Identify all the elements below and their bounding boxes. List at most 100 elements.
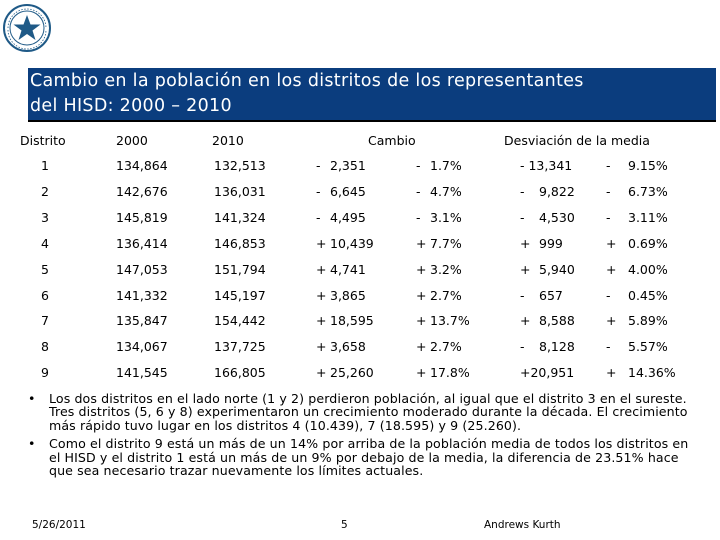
list-item: • Los dos distritos en el lado norte (1 … — [28, 392, 700, 432]
cell-2000: 135,847 — [116, 313, 168, 329]
cell-cambio: 18,595 — [330, 313, 374, 329]
cell-cambio-pct-sign: + — [416, 261, 427, 277]
footer-firm: Andrews Kurth — [484, 519, 561, 531]
cell-2010: 145,197 — [214, 287, 266, 303]
cell-desviacion-pct-sign: + — [606, 313, 617, 329]
header-distrito: Distrito — [20, 133, 66, 148]
cell-2010: 154,442 — [214, 313, 266, 329]
cell-2010: 151,794 — [214, 261, 266, 277]
cell-cambio-sign: + — [316, 261, 327, 277]
cell-cambio-sign: - — [316, 209, 321, 225]
cell-2000: 136,414 — [116, 235, 168, 251]
cell-2010: 137,725 — [214, 339, 266, 355]
cell-desviacion-pct-sign: + — [606, 235, 617, 251]
cell-cambio-pct: 3.1% — [430, 209, 462, 225]
cell-cambio-pct-sign: + — [416, 235, 427, 251]
cell-desviacion-sign: + — [520, 313, 531, 329]
cell-desviacion-pct-sign: + — [606, 365, 617, 381]
cell-cambio-sign: - — [316, 158, 321, 173]
cell-desviacion-pct: 0.45% — [628, 287, 668, 303]
cell-2000: 134,864 — [116, 158, 168, 173]
header-2000: 2000 — [116, 133, 148, 148]
header-desviacion: Desviación de la media — [504, 133, 650, 148]
table-row: 7 135,847 154,442 +18,595 +13.7% +8,588 +5.89% — [0, 313, 720, 333]
cell-desviacion-sign: +20,951 — [520, 365, 575, 381]
cell-cambio-pct-sign: + — [416, 365, 427, 381]
header-2010: 2010 — [212, 133, 244, 148]
header-cambio: Cambio — [368, 133, 416, 148]
cell-desviacion-sign: - — [520, 209, 525, 225]
cell-distrito: 3 — [41, 209, 49, 225]
footer-date: 5/26/2011 — [32, 519, 86, 531]
table-row: 3 145,819 141,324-4,495-3.1% -4,530-3.11% — [0, 210, 720, 230]
cell-distrito: 6 — [41, 287, 49, 303]
cell-cambio: 4,495 — [330, 209, 366, 225]
cell-2000: 142,676 — [116, 183, 168, 199]
cell-desviacion-pct: 14.36% — [628, 365, 676, 381]
cell-cambio-pct: 7.7% — [430, 235, 462, 251]
slide-title-line-2: del HISD: 2000 – 2010 — [30, 96, 232, 116]
cell-cambio-pct: 2.7% — [430, 339, 462, 355]
cell-cambio-pct: 1.7% — [430, 158, 462, 173]
list-item: • Como el distrito 9 está un más de un 1… — [28, 437, 700, 477]
cell-cambio-sign: + — [316, 339, 327, 355]
notes-list: • Los dos distritos en el lado norte (1 … — [28, 392, 700, 482]
cell-cambio-pct-sign: + — [416, 287, 427, 303]
cell-desviacion: 657 — [539, 287, 563, 303]
cell-cambio-pct: 3.2% — [430, 261, 462, 277]
cell-desviacion: 999 — [539, 235, 563, 251]
note-text: Como el distrito 9 está un más de un 14%… — [49, 436, 689, 479]
table-row: 6 141,332 145,197 +3,865 +2.7% -657-0.45% — [0, 288, 720, 308]
cell-desviacion-pct: 3.11% — [628, 209, 668, 225]
cell-distrito: 8 — [41, 339, 49, 355]
cell-distrito: 9 — [41, 365, 49, 381]
cell-2010: 146,853 — [214, 235, 266, 251]
cell-2000: 141,332 — [116, 287, 168, 303]
cell-cambio: 25,260 — [330, 365, 374, 381]
table-row: 5 147,053 151,794 +4,741 +3.2% +5,940 +4.00% — [0, 262, 720, 282]
cell-desviacion-pct: 0.69% — [628, 235, 668, 251]
table-row: 8 134,067 137,725 +3,658 +2.7% -8,128-5.57% — [0, 339, 720, 359]
cell-desviacion-sign: - — [520, 339, 525, 355]
bullet-icon: • — [28, 436, 36, 452]
cell-desviacion-pct-sign: - — [606, 287, 611, 303]
cell-cambio: 3,865 — [330, 287, 366, 303]
cell-2000: 145,819 — [116, 209, 168, 225]
cell-cambio: 6,645 — [330, 183, 366, 199]
cell-desviacion: 9,822 — [539, 183, 575, 199]
cell-distrito: 7 — [41, 313, 49, 329]
cell-desviacion-pct-sign: - — [606, 183, 611, 199]
table-row: 1 134,864 132,513-2,351-1.7% - 13,341-9.15% — [0, 158, 720, 178]
cell-cambio-pct: 2.7% — [430, 287, 462, 303]
table-row: 4 136,414 146,853 +10,439 +7.7% +999 +0.69% — [0, 236, 720, 256]
cell-desviacion-pct: 5.89% — [628, 313, 668, 329]
cell-desviacion-pct-sign: - — [606, 158, 611, 173]
cell-cambio: 4,741 — [330, 261, 366, 277]
cell-cambio-pct: 13.7% — [430, 313, 470, 329]
cell-2000: 147,053 — [116, 261, 168, 277]
cell-desviacion-sign: + — [520, 261, 531, 277]
cell-2000: 134,067 — [116, 339, 168, 355]
footer-page-number: 5 — [341, 519, 348, 531]
cell-desviacion-pct-sign: - — [606, 209, 611, 225]
cell-desviacion-sign: - 13,341 — [520, 158, 573, 173]
cell-cambio-sign: + — [316, 287, 327, 303]
cell-cambio-pct-sign: + — [416, 339, 427, 355]
cell-cambio-sign: + — [316, 313, 327, 329]
cell-distrito: 5 — [41, 261, 49, 277]
table-row: 9 141,545 166,805 +25,260 +17.8% +20,951 +14.3… — [0, 365, 720, 385]
cell-cambio-sign: + — [316, 235, 327, 251]
cell-desviacion-sign: - — [520, 183, 525, 199]
cell-cambio: 2,351 — [330, 158, 366, 173]
cell-cambio: 3,658 — [330, 339, 366, 355]
cell-2000: 141,545 — [116, 365, 168, 381]
table-row: 2 142,676 136,031-6,645-4.7% -9,822-6.73% — [0, 184, 720, 204]
cell-desviacion-pct: 5.57% — [628, 339, 668, 355]
cell-desviacion-pct-sign: - — [606, 339, 611, 355]
slide-title-line-1: Cambio en la población en los distritos … — [30, 71, 584, 91]
cell-distrito: 1 — [41, 158, 49, 173]
cell-cambio-pct-sign: + — [416, 313, 427, 329]
cell-desviacion-pct: 6.73% — [628, 183, 668, 199]
cell-cambio-pct: 4.7% — [430, 183, 462, 199]
cell-cambio-pct: 17.8% — [430, 365, 470, 381]
